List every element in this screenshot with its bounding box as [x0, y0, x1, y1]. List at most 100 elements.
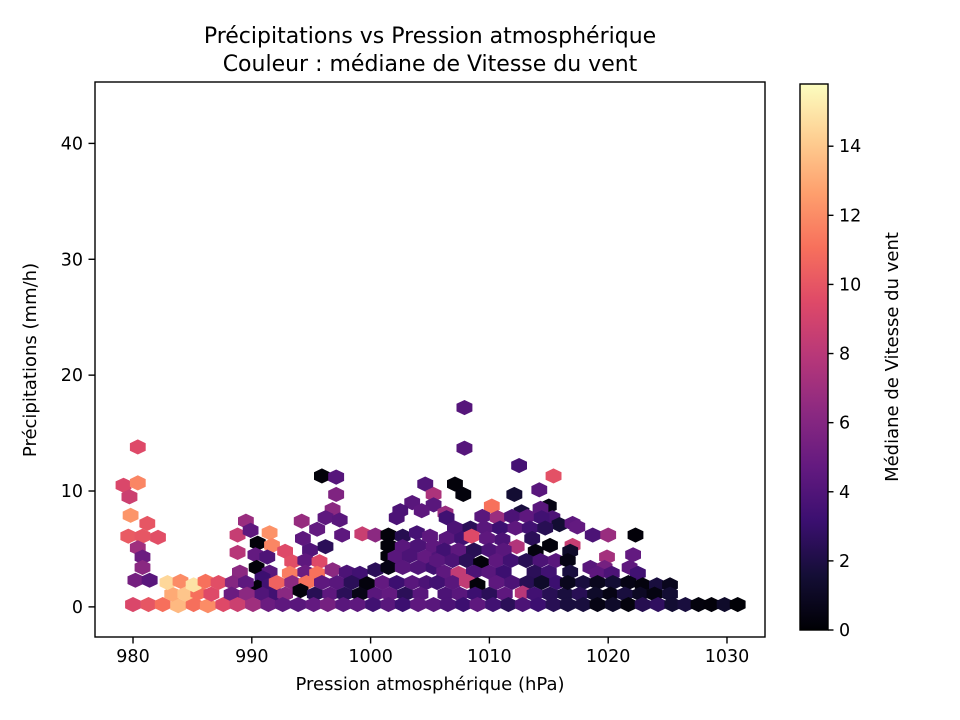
hexbin-cell	[439, 597, 456, 613]
hexbin-cell	[530, 597, 546, 613]
hexbin-cell	[410, 537, 426, 553]
hexbin-cell	[150, 529, 166, 545]
hexbin-cell	[533, 575, 550, 591]
hexbin-cell	[474, 508, 491, 525]
hexbin-cell	[502, 553, 519, 569]
hexbin-cell	[134, 559, 151, 575]
hexbin-cell	[559, 575, 576, 591]
hexbin-cell	[625, 547, 641, 563]
colorbar-tick-label: 12	[839, 206, 861, 226]
hexbin-cell	[334, 527, 350, 543]
hexbin-cell	[410, 597, 426, 613]
hexbin-cell	[232, 564, 248, 580]
hexbin-cell	[381, 586, 398, 602]
hexbin-cell	[319, 597, 336, 613]
hexbin-cell	[417, 476, 434, 492]
hexbin-cell	[292, 583, 309, 599]
y-axis-label: Précipitations (mm/h)	[20, 263, 41, 457]
hexbin-cell	[605, 575, 621, 591]
hexbin-cell	[328, 469, 345, 485]
hexbin-cell	[542, 537, 558, 553]
hexbin-cell	[456, 440, 473, 456]
hexbin-cell	[388, 575, 405, 591]
hexbin-cell	[264, 537, 280, 553]
hexbin-cell	[526, 564, 543, 580]
hexbin-cell	[359, 576, 375, 592]
hexbin-cell	[295, 530, 311, 547]
hexbin-cell	[277, 543, 293, 559]
hexbin-cell	[600, 527, 617, 543]
hexbin-cell	[429, 575, 445, 591]
hexbin-cell	[716, 597, 733, 613]
x-axis-label: Pression atmosphérique (hPa)	[296, 674, 565, 695]
hexbin-cell	[438, 530, 455, 547]
hexbin-cell	[394, 597, 411, 613]
hexbin-cell	[429, 553, 445, 569]
hexbin-cell	[259, 549, 276, 565]
hexbin-cell	[589, 597, 606, 613]
hexbin-cell	[481, 564, 498, 580]
hexbin-cell	[575, 597, 592, 613]
hexbin-cell	[458, 553, 475, 569]
hexbin-cell	[537, 520, 554, 536]
hexbin-cell	[306, 586, 323, 602]
hexbin-cell	[575, 575, 592, 591]
y-tick-label: 10	[61, 482, 83, 502]
hexbin-cell	[380, 537, 397, 553]
hexbin-cell	[492, 520, 508, 536]
hexbin-cell	[290, 597, 306, 613]
hexbin-cell	[159, 575, 176, 591]
hexbin-cell	[500, 597, 517, 613]
hexbin-cell	[508, 539, 525, 555]
hexbin-cell	[466, 542, 482, 558]
hexbin-cell	[311, 554, 328, 570]
hexbin-cell	[127, 572, 144, 588]
hexbin-cell	[328, 486, 345, 502]
hexbin-cell	[540, 564, 557, 580]
hexbin-cell	[481, 542, 498, 558]
hexbin-cell	[584, 527, 601, 543]
hexbin-cell	[504, 508, 520, 525]
hexbin-cell	[545, 597, 562, 613]
hexbin-cell	[242, 522, 259, 538]
hexbin-cell	[314, 468, 330, 484]
hexbin-cell	[331, 512, 348, 528]
hexbin-cell	[532, 553, 549, 569]
hexbin-cell	[229, 544, 246, 560]
hexbin-cell	[548, 553, 564, 569]
hexbin-cell	[125, 597, 141, 613]
hexbin-cell	[485, 597, 501, 613]
hexbin-cell	[620, 575, 637, 591]
hexbin-cell	[249, 535, 266, 551]
hexbin-cell	[450, 542, 467, 558]
hexbin-cell	[634, 597, 651, 613]
hexbin-cell	[164, 586, 181, 602]
chart-title-line1: Précipitations vs Pression atmosphérique	[204, 24, 656, 49]
hexbin-cell	[627, 527, 644, 543]
hexbin-cell	[140, 597, 157, 613]
x-tick-label: 1010	[467, 647, 512, 667]
colorbar-tick-label: 4	[839, 483, 850, 503]
hexbin-cell	[367, 562, 384, 578]
hexbin-cell	[261, 525, 278, 541]
hexbin-cell	[317, 510, 334, 526]
hexbin-cell	[380, 559, 397, 575]
hexbin-cell	[506, 486, 523, 502]
hexbin-cell	[239, 586, 255, 602]
hexbin-cell	[404, 575, 421, 591]
hexbin-cell	[524, 530, 541, 547]
hexbin-cell	[444, 553, 461, 569]
hexbin-cell	[185, 597, 202, 613]
hexbin-cell	[425, 486, 442, 502]
colorbar-ticks: 0 2 4 6 8 10 12 14	[828, 137, 861, 641]
hexbin-cell	[479, 530, 495, 547]
x-tick-label: 980	[116, 647, 149, 667]
hexbin-cell	[447, 476, 463, 492]
colorbar-tick-label: 6	[839, 414, 850, 434]
x-tick-label: 1020	[586, 647, 631, 667]
colorbar-tick-label: 14	[839, 137, 861, 157]
hexbin-cell	[238, 575, 254, 591]
hexbin-cell	[329, 575, 346, 591]
hexbin-cell	[245, 597, 261, 613]
hexbin-cell	[483, 498, 500, 514]
